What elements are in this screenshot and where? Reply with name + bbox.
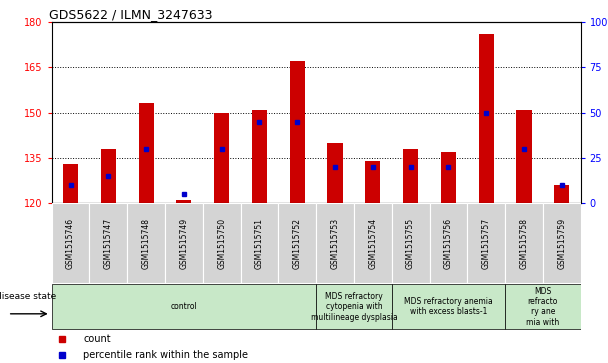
Text: GSM1515747: GSM1515747: [104, 218, 113, 269]
FancyBboxPatch shape: [392, 284, 505, 329]
Bar: [139, 103, 154, 203]
FancyBboxPatch shape: [165, 203, 203, 283]
Bar: [101, 149, 116, 203]
Text: GSM1515753: GSM1515753: [331, 218, 339, 269]
FancyBboxPatch shape: [316, 203, 354, 283]
FancyBboxPatch shape: [278, 203, 316, 283]
Text: GDS5622 / ILMN_3247633: GDS5622 / ILMN_3247633: [49, 8, 213, 21]
Text: GSM1515749: GSM1515749: [179, 218, 188, 269]
FancyBboxPatch shape: [316, 284, 392, 329]
Bar: [441, 152, 456, 203]
FancyBboxPatch shape: [52, 203, 89, 283]
Bar: [403, 149, 418, 203]
Text: GSM1515759: GSM1515759: [558, 218, 566, 269]
Text: GSM1515746: GSM1515746: [66, 218, 75, 269]
Text: MDS refractory
cytopenia with
multilineage dysplasia: MDS refractory cytopenia with multilinea…: [311, 292, 397, 322]
Text: disease state: disease state: [0, 292, 56, 301]
Text: GSM1515752: GSM1515752: [293, 218, 302, 269]
Text: GSM1515758: GSM1515758: [519, 218, 528, 269]
Text: GSM1515756: GSM1515756: [444, 218, 453, 269]
Text: MDS refractory anemia
with excess blasts-1: MDS refractory anemia with excess blasts…: [404, 297, 492, 317]
Text: GSM1515748: GSM1515748: [142, 218, 151, 269]
Bar: [365, 161, 381, 203]
Text: GSM1515755: GSM1515755: [406, 218, 415, 269]
Bar: [554, 185, 569, 203]
FancyBboxPatch shape: [505, 203, 543, 283]
Bar: [176, 200, 192, 203]
Text: control: control: [171, 302, 197, 311]
Bar: [478, 34, 494, 203]
Text: GSM1515757: GSM1515757: [482, 218, 491, 269]
FancyBboxPatch shape: [468, 203, 505, 283]
Text: percentile rank within the sample: percentile rank within the sample: [83, 350, 249, 360]
FancyBboxPatch shape: [392, 203, 429, 283]
FancyBboxPatch shape: [241, 203, 278, 283]
FancyBboxPatch shape: [429, 203, 468, 283]
Text: GSM1515750: GSM1515750: [217, 218, 226, 269]
Text: MDS
refracto
ry ane
mia with: MDS refracto ry ane mia with: [527, 287, 559, 327]
FancyBboxPatch shape: [89, 203, 127, 283]
Bar: [214, 113, 229, 203]
Bar: [252, 110, 267, 203]
Text: count: count: [83, 334, 111, 344]
FancyBboxPatch shape: [127, 203, 165, 283]
Bar: [63, 164, 78, 203]
FancyBboxPatch shape: [354, 203, 392, 283]
Text: GSM1515751: GSM1515751: [255, 218, 264, 269]
Bar: [289, 61, 305, 203]
FancyBboxPatch shape: [543, 203, 581, 283]
FancyBboxPatch shape: [505, 284, 581, 329]
FancyBboxPatch shape: [203, 203, 241, 283]
Text: GSM1515754: GSM1515754: [368, 218, 378, 269]
Bar: [516, 110, 531, 203]
FancyBboxPatch shape: [52, 284, 316, 329]
Bar: [328, 143, 343, 203]
